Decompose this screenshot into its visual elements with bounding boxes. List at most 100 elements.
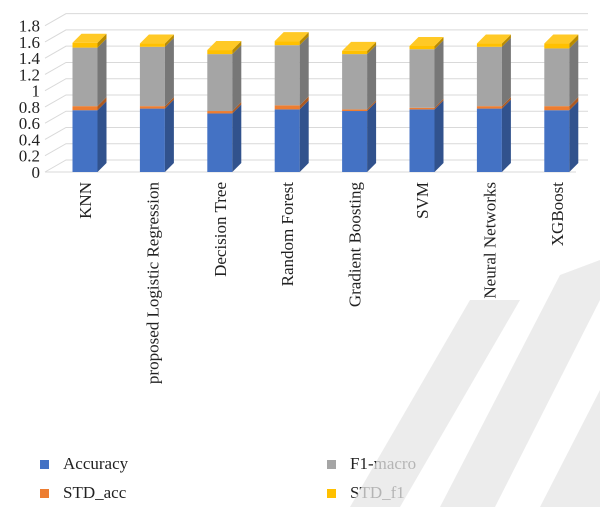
bar-segment-f1-macro [207, 54, 233, 112]
bar-side-f1-macro [97, 38, 107, 107]
bar-stack-xgboost [544, 34, 579, 172]
bar-side-accuracy [367, 102, 377, 172]
bar-side-f1-macro [232, 45, 242, 112]
bar-segment-f1-macro [139, 46, 165, 107]
bar-side-std-acc [501, 97, 511, 109]
bar-segment-accuracy [139, 108, 165, 172]
bar-side-f1-macro [299, 36, 309, 106]
bar-segment-std-f1 [72, 42, 98, 48]
bar-side-accuracy [434, 100, 444, 172]
x-tick-label-proposed-logistic-regression: proposed Logistic Regression [143, 182, 162, 385]
bar-segment-std-acc [409, 107, 435, 110]
y-tick-label: 1.8 [19, 17, 40, 36]
bar-side-std-f1 [501, 34, 511, 47]
bar-side-accuracy [164, 99, 174, 172]
bar-segment-accuracy [207, 113, 233, 172]
y-tick-label: 0.6 [19, 114, 40, 133]
bar-top-std-f1 [476, 34, 511, 44]
bar-side-accuracy [97, 101, 107, 172]
bar-segment-std-acc [139, 106, 165, 109]
x-axis-ticks: KNN proposed Logistic Regression Decision … [76, 182, 567, 385]
bar-side-accuracy [501, 99, 511, 172]
bar-side-accuracy [232, 104, 242, 172]
bar-segment-f1-macro [274, 45, 300, 106]
bar-side-std-f1 [164, 34, 174, 47]
x-tick-label-xgboost: XGBoost [548, 182, 567, 247]
legend-swatch-accuracy [40, 459, 49, 469]
bar-top-std-f1 [207, 41, 242, 51]
bar-segment-accuracy [409, 109, 435, 172]
bar-segment-f1-macro [409, 49, 435, 108]
bar-segment-std-f1 [207, 50, 233, 55]
bar-segment-accuracy [342, 111, 368, 172]
y-tick-label: 1.2 [19, 65, 40, 84]
bar-side-std-f1 [97, 33, 107, 48]
x-tick-label-knn: KNN [76, 182, 95, 219]
bar-segment-std-acc [544, 106, 570, 111]
bar-side-std-acc [434, 98, 444, 110]
bar-segment-std-acc [342, 109, 368, 112]
bar-segment-std-f1 [139, 43, 165, 47]
bar-top-std-f1 [409, 36, 444, 46]
gridline [44, 13, 588, 27]
bar-side-std-acc [164, 97, 174, 109]
bar-stack-random-forest [274, 32, 309, 172]
bar-side-std-f1 [434, 36, 444, 50]
legend-label-std-acc: STD_acc [63, 483, 127, 502]
legend-label-std-f1: STD_f1 [350, 483, 405, 502]
y-tick-label: 0.4 [19, 130, 41, 149]
bar-stack-knn [72, 33, 107, 172]
bar-side-std-f1 [299, 32, 309, 46]
y-tick-label: 1.4 [19, 49, 41, 68]
bar-segment-f1-macro [342, 54, 368, 110]
bar-segment-std-f1 [274, 41, 300, 46]
y-axis-ticks: 00.20.40.60.811.21.41.61.8 [19, 17, 41, 182]
legend-label-accuracy: Accuracy [63, 454, 129, 473]
bar-side-std-acc [367, 100, 377, 112]
bar-side-f1-macro [501, 37, 511, 107]
bar-side-std-acc [97, 97, 107, 111]
bar-stack-decision-tree [207, 41, 242, 172]
bar-side-f1-macro [367, 45, 377, 110]
y-tick-label: 0 [32, 163, 41, 182]
bar-side-std-acc [232, 102, 242, 114]
y-tick-label: 1 [32, 82, 41, 101]
bar-top-std-f1 [342, 41, 377, 51]
bar-segment-std-f1 [476, 43, 502, 47]
bar-segment-std-acc [274, 105, 300, 110]
bar-top-std-f1 [72, 33, 107, 43]
bar-top-std-f1 [139, 34, 174, 44]
legend-label-f1-macro: F1-macro [350, 454, 417, 473]
y-tick-label: 1.6 [19, 33, 40, 52]
bar-side-std-f1 [367, 41, 377, 55]
x-tick-label-neural-networks: Neural Networks [480, 182, 499, 299]
bar-layer [72, 32, 579, 172]
bar-segment-f1-macro [544, 48, 570, 107]
bar-segment-accuracy [476, 108, 502, 172]
x-tick-label-svm: SVM [413, 182, 432, 219]
bar-side-std-acc [569, 97, 579, 111]
x-tick-label-random-forest: Random Forest [278, 182, 297, 287]
legend-item-f1-macro: F1-macro [327, 454, 416, 474]
bar-side-f1-macro [434, 40, 444, 108]
legend-swatch-std-f1 [327, 488, 336, 498]
bar-side-f1-macro [569, 39, 579, 107]
bar-segment-std-acc [72, 106, 98, 111]
y-tick-label: 0.2 [19, 147, 40, 166]
grid-layer [44, 13, 588, 173]
x-tick-label-decision-tree: Decision Tree [211, 182, 230, 277]
bar-segment-std-f1 [409, 45, 435, 50]
bar-side-accuracy [569, 101, 579, 172]
bar-segment-accuracy [274, 109, 300, 172]
bar-top-std-f1 [544, 34, 579, 44]
bar-side-std-f1 [569, 34, 579, 49]
bar-segment-std-acc [476, 106, 502, 109]
bar-side-std-acc [299, 96, 309, 110]
legend-item-std-acc: STD_acc [40, 483, 126, 503]
bar-stack-gradient-boosting [342, 41, 377, 172]
legend-item-accuracy: Accuracy [40, 454, 128, 474]
legend-swatch-f1-macro [327, 459, 336, 469]
x-tick-label-gradient-boosting: Gradient Boosting [346, 182, 365, 308]
legend-swatch-std-acc [40, 488, 49, 498]
bar-segment-accuracy [72, 110, 98, 172]
